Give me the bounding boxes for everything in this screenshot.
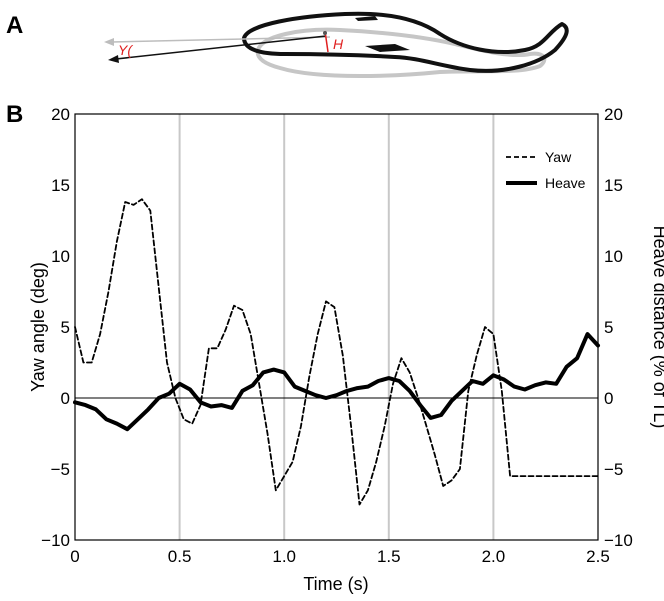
panel-a-label: A	[6, 12, 23, 39]
x-tick-label: 0	[70, 547, 79, 566]
legend-yaw-label: Yaw	[545, 149, 572, 165]
y-tick-label: 5	[61, 318, 70, 337]
y2-tick-label: 5	[604, 318, 613, 337]
x-axis-label: Time (s)	[303, 574, 368, 594]
y2-axis-label: Heave distance (% of TL)	[650, 226, 664, 429]
y-axis-label: Yaw angle (deg)	[28, 262, 48, 392]
y-tick-label: 0	[61, 389, 70, 408]
x-tick-label: 1.0	[272, 547, 296, 566]
yaw-angle-symbol: Y(	[118, 42, 133, 58]
x-tick-label: 1.5	[377, 547, 401, 566]
y-tick-label: 20	[51, 105, 70, 124]
legend-heave-label: Heave	[545, 175, 586, 191]
y2-tick-label: 15	[604, 176, 623, 195]
y-tick-label: 15	[51, 176, 70, 195]
plot-area: 0 0.5 1.0 1.5 2.0 2.5 −10 −5 0 5 10 15 20 −10 −5 0 5 10…	[41, 105, 633, 566]
y-tick-label: −10	[41, 531, 70, 550]
series-line-yaw	[74, 198, 599, 506]
x-tick-label: 2.5	[586, 547, 610, 566]
panel-b-label: B	[6, 101, 23, 128]
x-tick-labels: 0 0.5 1.0 1.5 2.0 2.5	[70, 547, 610, 566]
y-tick-label: −5	[51, 460, 70, 479]
y2-tick-labels: −10 −5 0 5 10 15 20	[604, 105, 633, 550]
heave-symbol: H	[333, 36, 344, 52]
plot-frame	[74, 113, 599, 541]
x-tick-label: 2.0	[482, 547, 506, 566]
y2-tick-label: 20	[604, 105, 623, 124]
y-tick-labels: −10 −5 0 5 10 15 20	[41, 105, 70, 550]
y2-tick-label: −10	[604, 531, 633, 550]
fish-outline-illustration	[104, 11, 569, 78]
y-tick-label: 10	[51, 247, 70, 266]
y2-tick-label: −5	[604, 460, 623, 479]
vertical-gridlines	[178, 114, 495, 540]
legend: Yaw Heave	[506, 149, 586, 191]
x-tick-label: 0.5	[168, 547, 192, 566]
series-layer	[73, 198, 600, 506]
y2-tick-label: 10	[604, 247, 623, 266]
y2-tick-label: 0	[604, 389, 613, 408]
series-line-heave	[73, 332, 600, 432]
